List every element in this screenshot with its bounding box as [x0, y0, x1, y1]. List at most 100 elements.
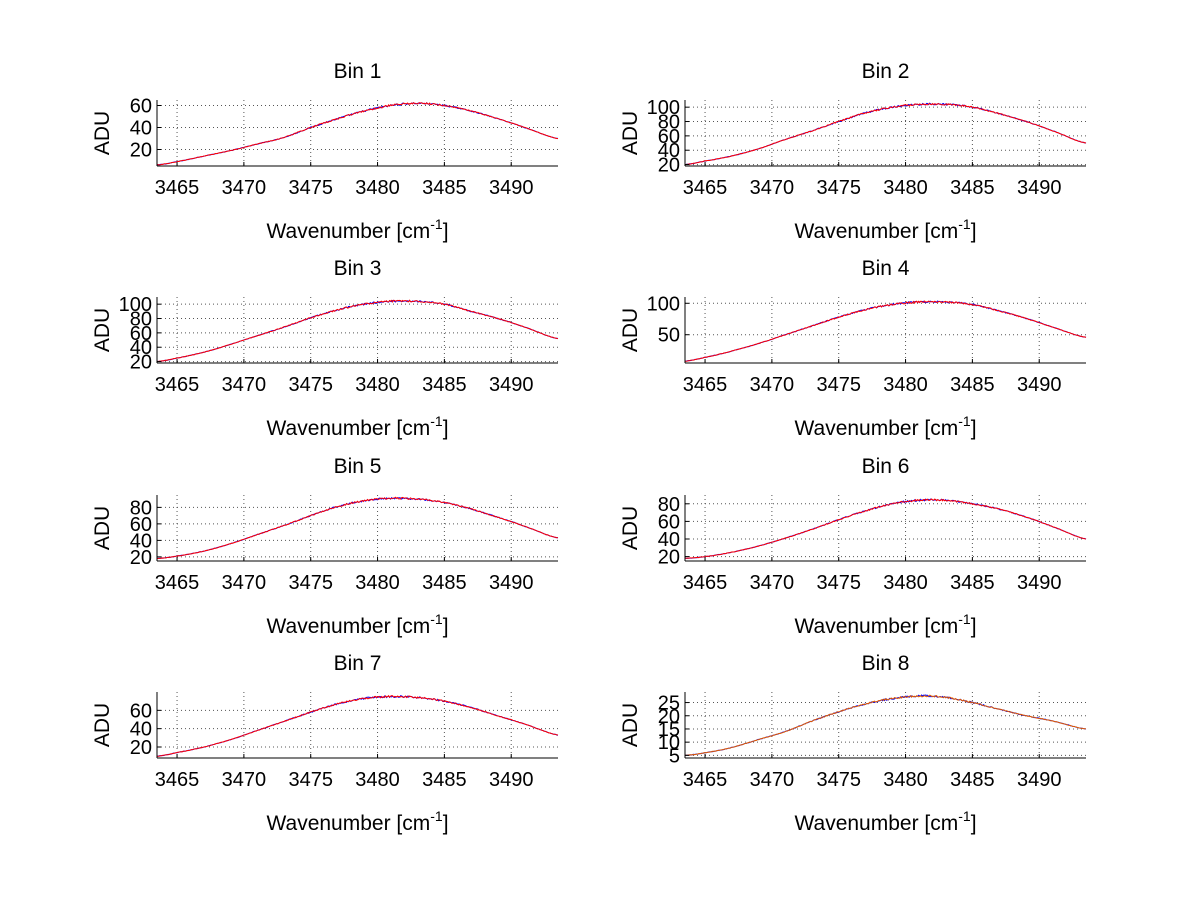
y-tick-label: 20 [658, 155, 680, 177]
y-tick-label: 15 [658, 719, 680, 741]
y-tick-label: 60 [130, 700, 152, 722]
y-tick-label: 100 [647, 97, 680, 119]
y-tick-label: 40 [130, 118, 152, 140]
x-tick-label: 3480 [355, 177, 400, 199]
y-tick-label: 80 [658, 494, 680, 516]
y-tick-label: 40 [130, 337, 152, 359]
x-axis-label: Wavenumber [cm-1] [266, 216, 448, 243]
x-tick-label: 3465 [683, 769, 728, 791]
subplot-bin-4: 3465 3470 3475 3480 3485 3490 50 100 Bin 4 Wavenu… [619, 257, 1087, 440]
x-tick-label: 3465 [683, 572, 728, 594]
x-tick-label: 3485 [950, 769, 995, 791]
x-tick-label: 3470 [222, 177, 267, 199]
y-tick-label: 60 [130, 514, 152, 536]
x-axis-label: Wavenumber [cm-1] [794, 216, 976, 243]
x-tick-label: 3475 [816, 177, 861, 199]
x-tick-label: 3465 [155, 769, 200, 791]
x-axis-label: Wavenumber [cm-1] [794, 413, 976, 440]
series-line-red [156, 496, 558, 560]
series-line-red [684, 498, 1087, 559]
y-tick-label: 20 [130, 737, 152, 759]
x-tick-label: 3465 [683, 374, 728, 396]
x-tick-label: 3490 [489, 572, 534, 594]
x-tick-label: 3490 [1017, 177, 1062, 199]
y-tick-label: 20 [658, 547, 680, 569]
x-tick-label: 3475 [288, 374, 333, 396]
y-axis-label: ADU [91, 111, 114, 155]
y-tick-label: 60 [658, 126, 680, 148]
x-tick-label: 3480 [883, 177, 928, 199]
x-tick-label: 3485 [950, 572, 995, 594]
x-tick-label: 3485 [422, 177, 467, 199]
y-axis-label: ADU [91, 506, 114, 550]
x-tick-label: 3475 [816, 769, 861, 791]
series-line-blue [156, 102, 559, 166]
series-line-orange [685, 694, 1087, 756]
y-tick-label: 10 [658, 732, 680, 754]
subplot-title: Bin 4 [862, 257, 910, 280]
y-tick-label: 25 [658, 693, 680, 715]
y-axis-label: ADU [619, 308, 642, 352]
x-tick-label: 3480 [355, 374, 400, 396]
x-tick-label: 3475 [288, 177, 333, 199]
series-line-red [156, 299, 559, 362]
series-line-blue [685, 102, 1087, 165]
x-tick-label: 3480 [883, 769, 928, 791]
x-tick-label: 3490 [1017, 572, 1062, 594]
x-tick-label: 3480 [355, 572, 400, 594]
series-line-red [685, 102, 1087, 165]
series-line-blue [685, 694, 1087, 756]
y-tick-label: 20 [658, 706, 680, 728]
x-tick-label: 3470 [750, 572, 795, 594]
y-tick-label: 50 [658, 325, 680, 347]
x-tick-label: 3480 [883, 572, 928, 594]
x-axis-label: Wavenumber [cm-1] [794, 808, 976, 835]
subplot-title: Bin 6 [862, 455, 910, 478]
x-tick-label: 3490 [489, 374, 534, 396]
x-tick-label: 3480 [883, 374, 928, 396]
x-tick-label: 3465 [155, 177, 200, 199]
x-tick-label: 3490 [489, 177, 534, 199]
series-line-blue [156, 299, 559, 363]
y-tick-label: 20 [130, 352, 152, 374]
x-tick-label: 3470 [750, 177, 795, 199]
y-tick-label: 60 [130, 96, 152, 118]
y-tick-label: 40 [658, 529, 680, 551]
y-tick-label: 20 [130, 547, 152, 569]
subplot-title: Bin 2 [862, 60, 910, 83]
series-line-blue [684, 300, 1087, 362]
y-tick-label: 20 [130, 140, 152, 162]
x-tick-label: 3465 [683, 177, 728, 199]
x-axis-label: Wavenumber [cm-1] [794, 611, 976, 638]
x-tick-label: 3470 [222, 769, 267, 791]
y-tick-label: 5 [669, 745, 680, 767]
x-axis-label: Wavenumber [cm-1] [266, 808, 448, 835]
series-line-blue [156, 496, 559, 560]
x-tick-label: 3485 [422, 374, 467, 396]
x-tick-label: 3480 [355, 769, 400, 791]
x-tick-label: 3485 [422, 769, 467, 791]
y-tick-label: 80 [130, 497, 152, 519]
y-axis-label: ADU [619, 703, 642, 747]
x-tick-label: 3475 [288, 769, 333, 791]
y-axis-label: ADU [91, 308, 114, 352]
y-tick-label: 100 [647, 293, 680, 315]
y-tick-label: 100 [119, 294, 152, 316]
x-tick-label: 3470 [750, 769, 795, 791]
y-tick-label: 60 [130, 323, 152, 345]
subplot-title: Bin 3 [334, 257, 382, 280]
x-tick-label: 3475 [816, 374, 861, 396]
x-tick-label: 3470 [222, 374, 267, 396]
subplot-title: Bin 1 [334, 60, 382, 83]
y-tick-label: 40 [130, 719, 152, 741]
x-axis-label: Wavenumber [cm-1] [266, 611, 448, 638]
y-tick-label: 80 [658, 112, 680, 134]
series-line-red [684, 300, 1087, 362]
x-tick-label: 3465 [155, 374, 200, 396]
